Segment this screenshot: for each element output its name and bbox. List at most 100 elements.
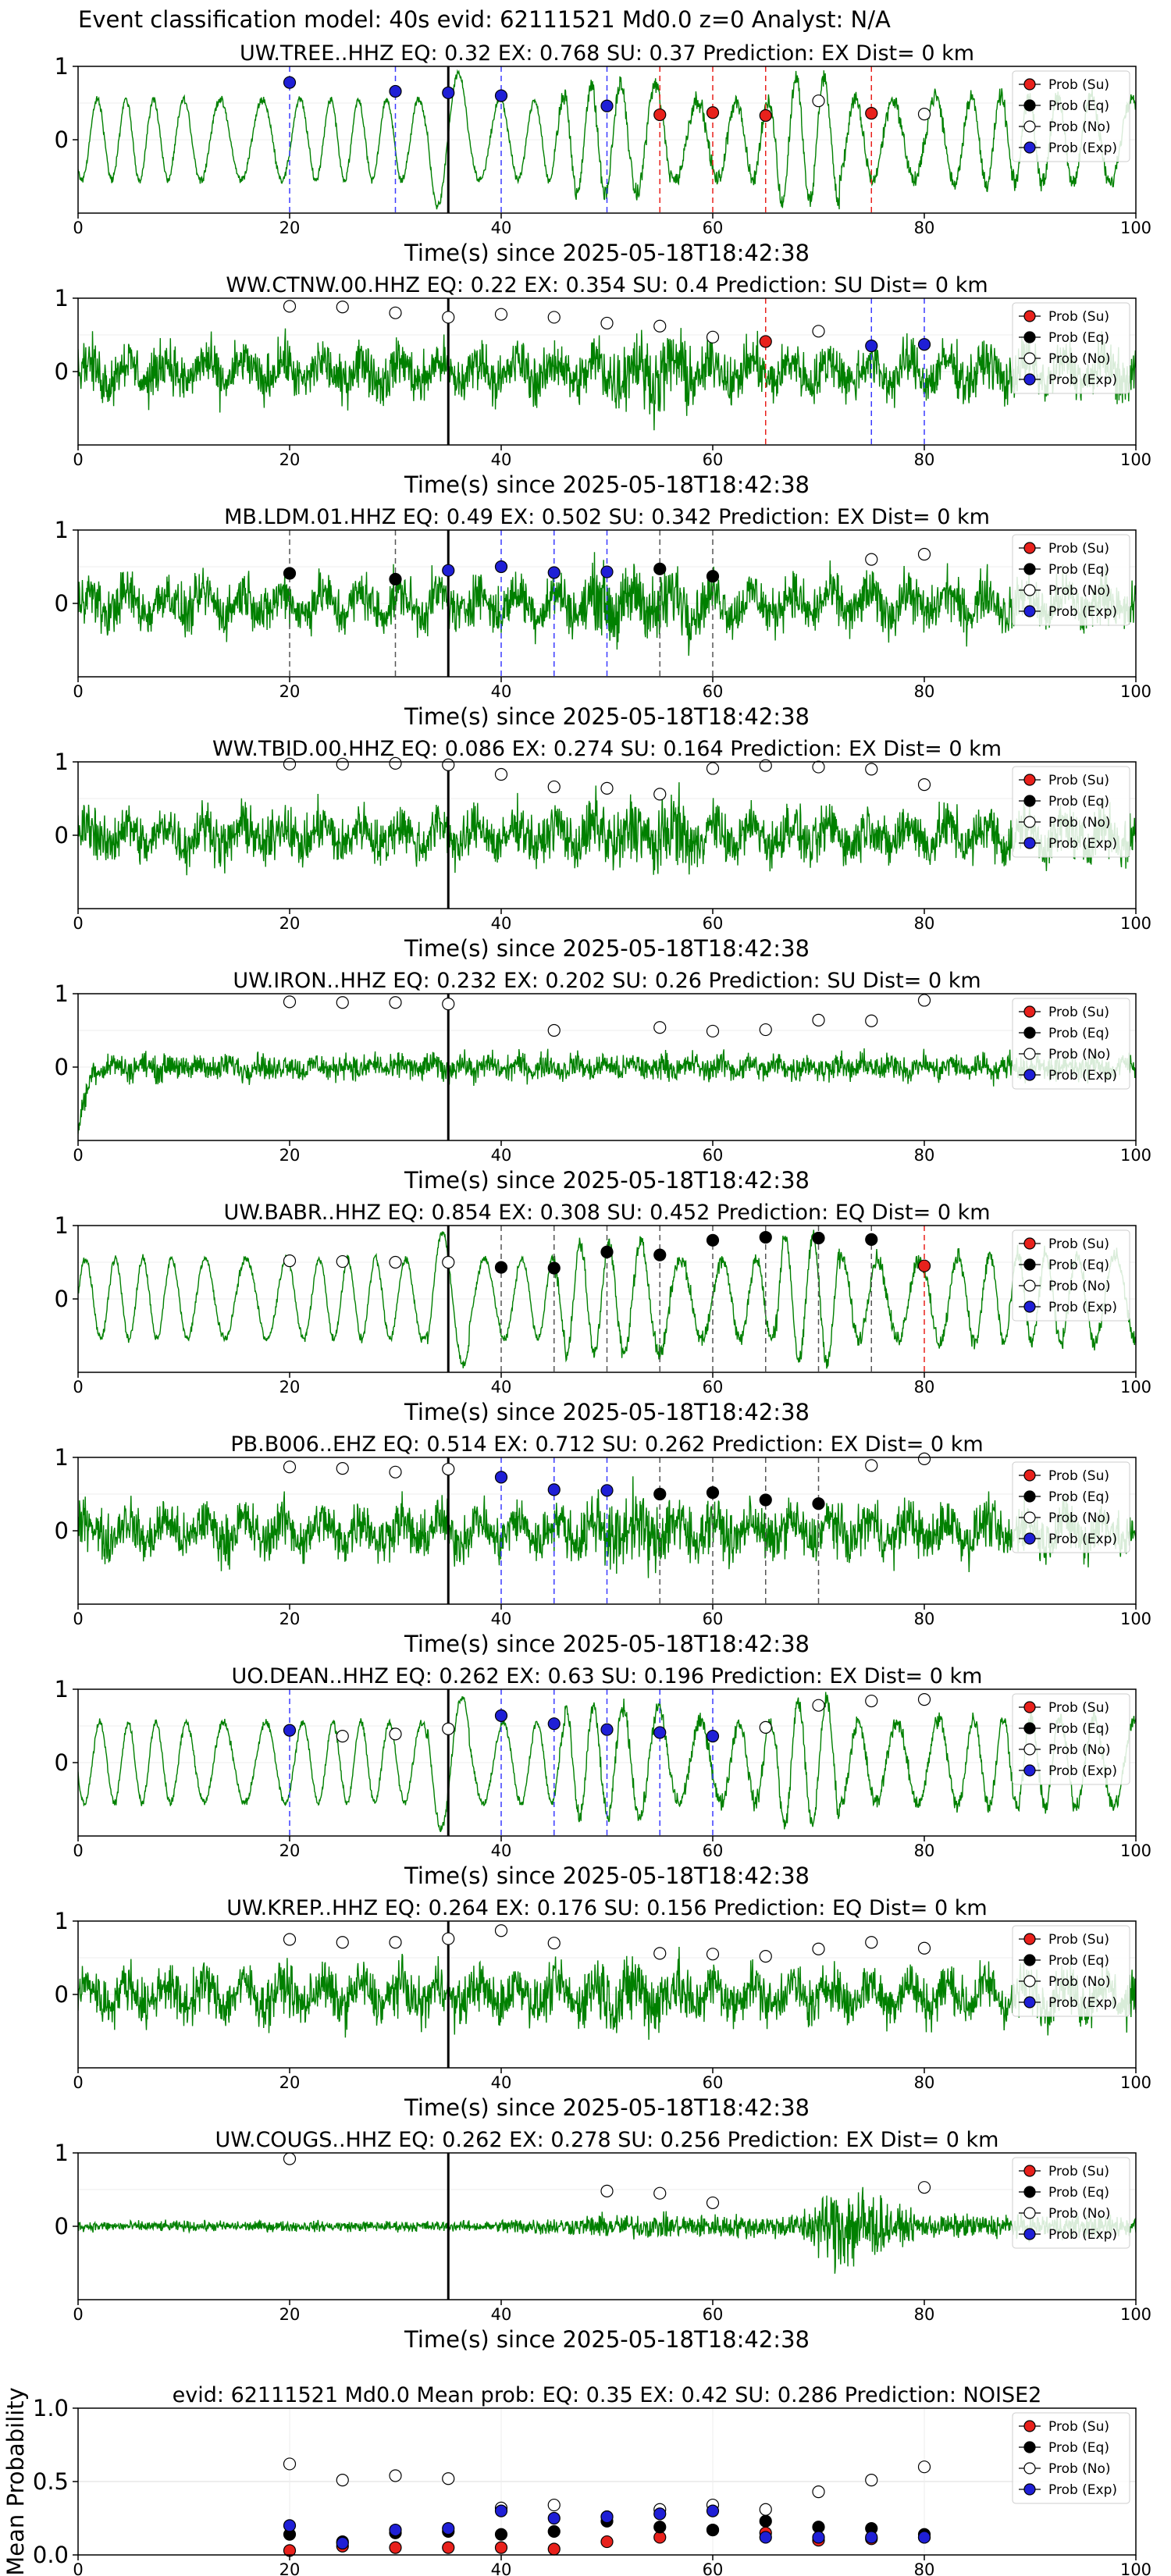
legend-marker [1023,331,1036,343]
y-tick-label: 1 [55,53,69,80]
prob-point [706,1948,720,1961]
x-tick-label: 20 [279,914,301,933]
prob-point [547,566,561,579]
chart-panel-3: MB.LDM.01.HHZ EQ: 0.49 EX: 0.502 SU: 0.3… [55,505,1152,730]
mean-prob-point [283,2457,297,2471]
prob-point [547,1261,561,1275]
legend-label: Prob (No) [1048,351,1111,367]
prob-point [812,1942,825,1955]
prob-point [442,1255,455,1269]
prob-point [759,759,772,772]
panel-title: PB.B006..EHZ EQ: 0.514 EX: 0.712 SU: 0.2… [230,1432,983,1457]
y-tick-label: 0 [55,1286,69,1312]
x-tick-label: 20 [279,682,301,701]
x-tick-label: 100 [1120,2305,1151,2324]
mean-prob-point [389,2541,402,2554]
legend-box [1012,70,1130,162]
panel-title: UW.COUGS..HHZ EQ: 0.262 EX: 0.278 SU: 0.… [215,2128,999,2152]
prob-point [494,308,508,321]
legend-label: Prob (Eq) [1048,1953,1109,1969]
prob-point [812,1013,825,1026]
mean-prob-point [600,2510,614,2524]
legend-marker [1023,1048,1036,1060]
prob-point [917,338,931,351]
panel-title: WW.TBID.00.HHZ EQ: 0.086 EX: 0.274 SU: 0… [212,737,1002,761]
prob-point [653,788,667,801]
x-axis-label: Time(s) since 2025-05-18T18:42:38 [404,935,810,962]
x-tick-label: 20 [279,450,301,469]
legend-box [1012,766,1130,858]
x-tick-label: 20 [279,1841,301,1860]
prob-point [336,1254,349,1268]
prob-point [917,1452,931,1465]
mean-prob-point [600,2535,614,2549]
mean-prob-point [759,2531,772,2544]
mean-prob-point [389,2523,402,2537]
x-tick-label: 100 [1120,1378,1151,1397]
legend-marker [1023,1026,1036,1039]
legend-marker [1023,2207,1036,2219]
legend-box [1012,302,1130,394]
chart-panel-7: PB.B006..EHZ EQ: 0.514 EX: 0.712 SU: 0.2… [55,1432,1152,1657]
x-tick-label: 0 [73,1841,83,1860]
legend-marker [1023,2165,1036,2177]
prob-point [336,757,349,770]
mean-prob-point [336,2536,349,2550]
prob-point [283,757,297,770]
legend-marker [1023,774,1036,786]
prob-point [653,2186,667,2200]
chart-panel-1: UW.TREE..HHZ EQ: 0.32 EX: 0.768 SU: 0.37… [55,41,1152,266]
prob-point [812,1699,825,1712]
legend-marker [1023,78,1036,91]
prob-point [494,89,508,102]
y-tick-label: 1 [55,1676,69,1703]
legend-label: Prob (Su) [1048,2419,1109,2435]
y-tick-label: 1 [55,749,69,775]
chart-panel-8: UO.DEAN..HHZ EQ: 0.262 EX: 0.63 SU: 0.19… [55,1664,1152,1889]
prob-point [706,1024,720,1038]
x-tick-label: 40 [491,2073,512,2092]
mean-prob-point [917,2531,931,2544]
prob-point [653,1248,667,1261]
legend-label: Prob (Exp) [1048,2227,1117,2243]
legend-marker [1023,310,1036,322]
x-tick-label: 100 [1120,450,1151,469]
y-tick-label: 0 [55,1054,69,1080]
legend-label: Prob (Eq) [1048,2440,1109,2456]
legend-box [1012,1693,1130,1785]
prob-point [283,1933,297,1946]
prob-point [442,1932,455,1945]
x-tick-label: 100 [1120,1841,1151,1860]
prob-point [600,316,614,330]
prob-point [706,762,720,775]
prob-point [917,778,931,792]
legend: Prob (Su) Prob (Eq) Prob (No) Prob (Exp) [1012,1229,1130,1322]
legend-label: Prob (Su) [1048,1932,1109,1948]
prob-point [389,996,402,1009]
legend-marker [1023,373,1036,386]
x-tick-label: 80 [914,450,935,469]
x-tick-label: 80 [914,1610,935,1628]
x-tick-label: 60 [703,219,724,237]
legend-label: Prob (Su) [1048,1005,1109,1020]
legend-marker [1023,1722,1036,1735]
legend: Prob (Su) Prob (Eq) Prob (No) Prob (Exp) [1012,1461,1130,1553]
mean-prob-point [759,2514,772,2528]
legend-label: Prob (Su) [1048,773,1109,788]
prob-point [812,325,825,338]
legend-marker [1023,1279,1036,1292]
x-tick-label: 60 [703,2305,724,2324]
legend-label: Prob (No) [1048,1510,1111,1526]
x-tick-label: 60 [703,1841,724,1860]
chart-panel-9: UW.KREP..HHZ EQ: 0.264 EX: 0.176 SU: 0.1… [55,1896,1152,2121]
mean-prob-point [812,2485,825,2499]
prob-point [494,767,508,781]
legend-label: Prob (Eq) [1048,2185,1109,2201]
prob-point [442,564,455,577]
y-tick-label: 0 [55,1749,69,1776]
x-tick-label: 0 [73,2073,83,2092]
prob-point [706,330,720,343]
waveform-trace [78,782,1136,876]
x-tick-label: 20 [279,1378,301,1397]
prob-point [917,547,931,561]
